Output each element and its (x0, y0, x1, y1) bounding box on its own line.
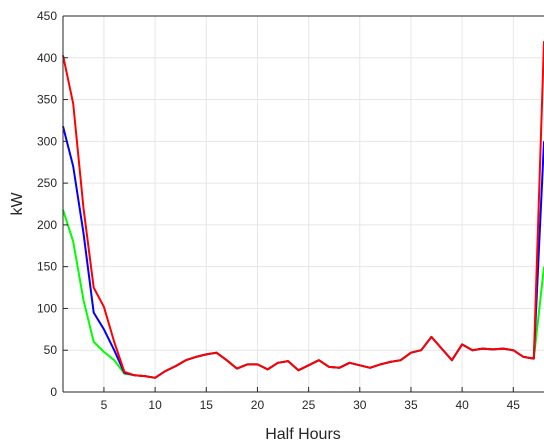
y-tick-label: 300 (37, 134, 57, 148)
y-tick-label: 400 (37, 51, 57, 65)
x-tick-label: 45 (507, 398, 521, 412)
x-ticks: 5 10 15 20 25 30 35 40 45 (101, 387, 521, 412)
y-axis-title: kW (9, 192, 26, 216)
x-tick-label: 30 (353, 398, 367, 412)
y-tick-label: 100 (37, 301, 57, 315)
grid (63, 15, 544, 393)
x-tick-label: 5 (101, 398, 108, 412)
y-tick-label: 50 (44, 343, 58, 357)
series-line (62, 41, 544, 379)
x-tick-label: 35 (404, 398, 418, 412)
y-ticks: 0 50 100 150 200 250 300 350 400 450 (37, 9, 68, 399)
x-tick-label: 15 (200, 398, 214, 412)
axes (62, 15, 544, 393)
y-tick-label: 350 (37, 93, 57, 107)
y-tick-label: 450 (37, 9, 57, 23)
x-tick-label: 25 (302, 398, 316, 412)
plot-background (63, 16, 544, 392)
x-tick-label: 40 (455, 398, 469, 412)
y-tick-label: 150 (37, 260, 57, 274)
y-tick-label: 200 (37, 218, 57, 232)
series-layer (62, 41, 544, 379)
y-tick-label: 0 (50, 385, 57, 399)
x-axis-title: Half Hours (265, 426, 341, 443)
x-tick-label: 20 (251, 398, 265, 412)
y-tick-label: 250 (37, 176, 57, 190)
x-tick-label: 10 (148, 398, 162, 412)
